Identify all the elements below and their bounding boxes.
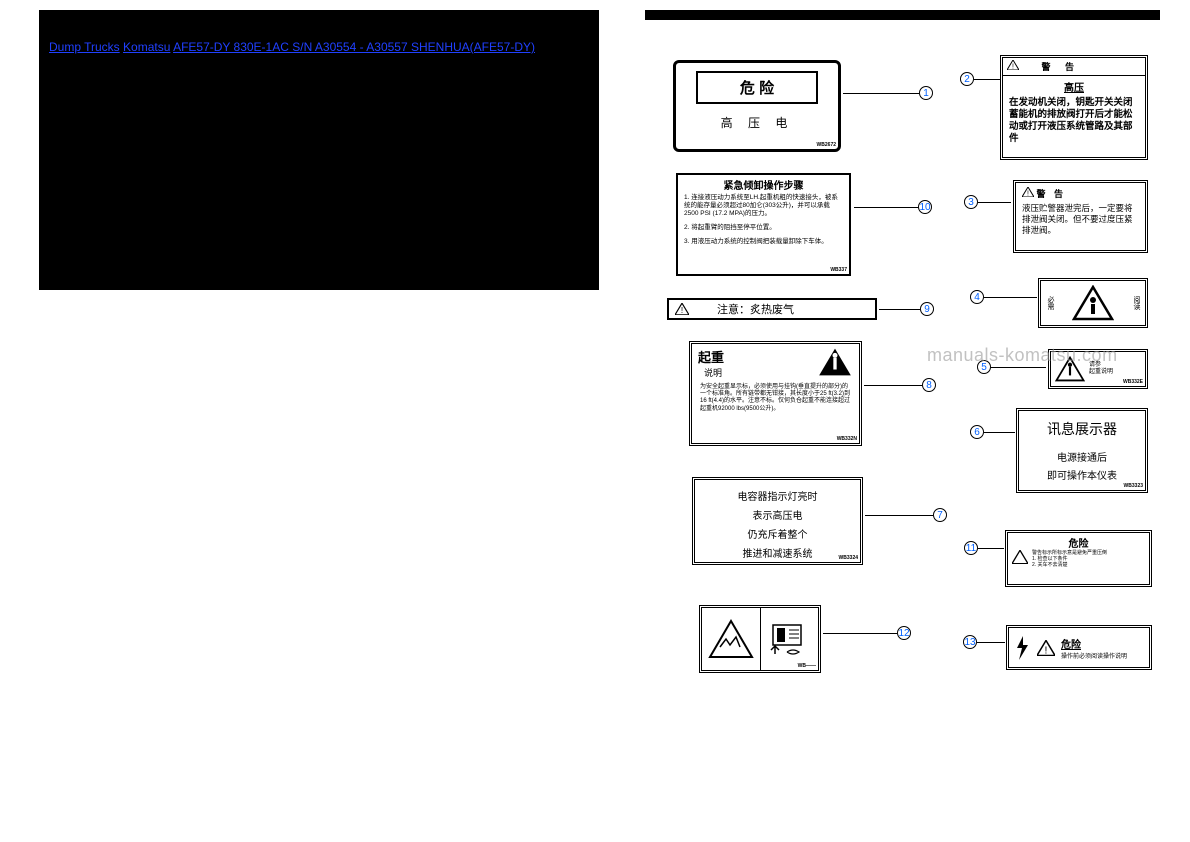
breadcrumb-link-1[interactable]: Dump Trucks: [49, 40, 120, 54]
plate-7: 电容器指示灯亮时 表示高压电 仍充斥着整个 推进和减速系统 WB3324: [692, 477, 863, 565]
callout-10: 10: [918, 200, 932, 214]
plate-10-title: 紧急倾卸操作步骤: [678, 177, 849, 192]
plate-6: 讯息展示器 电源接通后 即可操作本仪表 WB3323: [1016, 408, 1148, 493]
plate-12-part: WB——: [798, 663, 816, 669]
warning-triangle-icon: !: [1022, 187, 1034, 197]
left-panel: Dump Trucks Komatsu AFE57-DY 830E-1AC S/…: [39, 10, 599, 290]
large-warning-triangle-icon: [1072, 285, 1114, 321]
warning-triangle-icon: !: [1037, 640, 1055, 656]
callout-13: 13: [963, 635, 977, 649]
warning-triangle-icon: !: [1007, 60, 1019, 70]
callout-8: 8: [922, 378, 936, 392]
plate-5-part: WB332E: [1123, 379, 1143, 385]
plate-10-l3: 3. 用液压动力系统的控制阀把装载量卸除下车体。: [678, 233, 849, 247]
warning-triangle-icon: [1012, 550, 1028, 564]
plate-6-part: WB3323: [1124, 483, 1143, 489]
plate-8-part: WB332N: [837, 436, 857, 442]
right-panel: 危 险 高 压 电 WB2672 ! 警 告 高压 在发动机关闭，钥匙开关关闭蓄…: [645, 10, 1160, 810]
callout-2: 2: [960, 72, 974, 86]
plate-1-line1: 高 压 电: [676, 114, 838, 131]
callout-4: 4: [970, 290, 984, 304]
svg-text:!: !: [1027, 191, 1029, 198]
plate-1-part: WB2672: [817, 142, 836, 148]
plate-11: 危险 警告标示所标示意是避免严重压倒 1. 检查以下条件 2. 关车不去清楚: [1005, 530, 1152, 587]
plate-3: ! 警 告 液压贮警器泄完后，一定要将排泄阀关闭。但不要过度压紧排泄阀。: [1013, 180, 1148, 253]
plate-1: 危 险 高 压 电 WB2672: [673, 60, 841, 152]
plate-10-l2: 2. 将起重臂的阻挡至停平位置。: [678, 219, 849, 233]
watermark: manuals-komatsu.com: [927, 345, 1118, 366]
breadcrumb-link-2[interactable]: Komatsu: [123, 40, 170, 54]
callout-1: 1: [919, 86, 933, 100]
plate-12: WB——: [699, 605, 821, 673]
hand-crush-triangle-icon: [708, 619, 754, 659]
plate-4: 必需 阅读: [1038, 278, 1148, 328]
plate-2: ! 警 告 高压 在发动机关闭，钥匙开关关闭蓄能机的排放阀打开后才能松动或打开液…: [1000, 55, 1148, 160]
callout-3: 3: [964, 195, 978, 209]
top-bar: [645, 10, 1160, 20]
plate-10: 紧急倾卸操作步骤 1. 连接液压动力系统至LH.起重机粗的快速接头，被系统的能存…: [676, 173, 851, 276]
svg-text:!: !: [1045, 644, 1048, 656]
warning-triangle-icon: !: [675, 303, 689, 315]
plate-9: ! 注意：炙热废气: [667, 298, 877, 320]
callout-7: 7: [933, 508, 947, 522]
breadcrumb: Dump Trucks Komatsu AFE57-DY 830E-1AC S/…: [39, 10, 599, 54]
breadcrumb-link-3[interactable]: AFE57-DY 830E-1AC S/N A30554 - A30557 SH…: [173, 40, 535, 54]
plate-10-l1: 1. 连接液压动力系统至LH.起重机粗的快速接头，被系统的能存量必须超过80加仑…: [678, 192, 849, 219]
plate-13: ! 危险 操作前必须阅读操作说明: [1006, 625, 1152, 670]
plate-6-title: 讯息展示器: [1019, 419, 1145, 439]
plate-1-title: 危 险: [696, 71, 818, 104]
plate-2-title: 高压: [1003, 79, 1145, 94]
callout-6: 6: [970, 425, 984, 439]
plate-10-part: WB337: [830, 267, 847, 273]
plate-2-body: 在发动机关闭，钥匙开关关闭蓄能机的排放阀打开后才能松动或打开液压系统管路及其部件: [1003, 97, 1145, 145]
callout-11: 11: [964, 541, 978, 555]
lifting-triangle-icon: [817, 347, 853, 377]
plate-2-header: ! 警 告: [1003, 58, 1145, 76]
lightning-icon: [1013, 634, 1031, 662]
plate-8: 起重 说明 为安全起重显示标，必须使用与挂钩(垂直提升的部分)的一个标准角。所有…: [689, 341, 862, 446]
read-manual-icon: [769, 622, 809, 656]
plate-3-content: ! 警 告 液压贮警器泄完后，一定要将排泄阀关闭。但不要过度压紧排泄阀。: [1016, 183, 1145, 240]
svg-text:!: !: [1012, 64, 1014, 71]
plate-7-part: WB3324: [839, 555, 858, 561]
callout-9: 9: [920, 302, 934, 316]
svg-text:!: !: [681, 306, 683, 315]
callout-12: 12: [897, 626, 911, 640]
